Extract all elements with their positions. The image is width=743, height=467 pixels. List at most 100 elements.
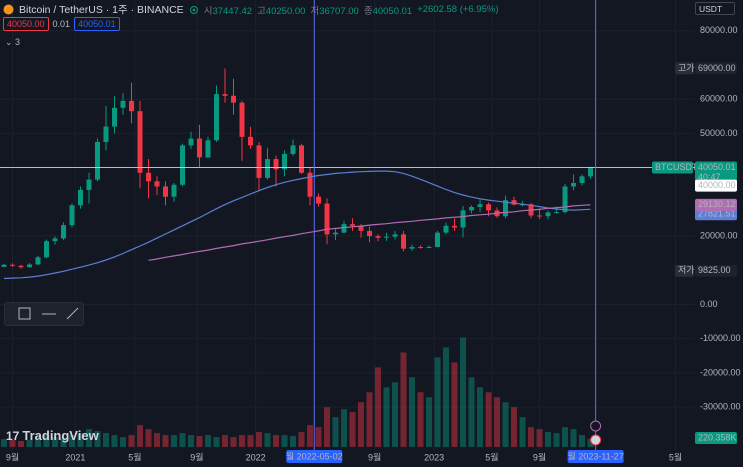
candle-body bbox=[477, 204, 483, 207]
candle-body bbox=[26, 264, 32, 268]
volume-bar bbox=[366, 392, 373, 447]
candle-body bbox=[222, 94, 228, 96]
candle-body bbox=[1, 264, 7, 267]
candle-body bbox=[180, 145, 186, 185]
volume-bar bbox=[383, 387, 390, 447]
candle-body bbox=[129, 100, 135, 112]
ohlc-item: 저36707.00 bbox=[310, 3, 358, 17]
volume-bar bbox=[434, 357, 441, 447]
volume-bar bbox=[77, 433, 84, 447]
moving-average bbox=[3, 170, 591, 280]
candle-body bbox=[469, 206, 475, 211]
flag-icon bbox=[590, 434, 602, 446]
volume-bar bbox=[409, 377, 416, 447]
candle-body bbox=[171, 184, 177, 197]
ohlc-item: 종40050.01 bbox=[364, 3, 412, 17]
candle-body bbox=[571, 183, 577, 187]
candle-body bbox=[316, 196, 322, 204]
volume-bar bbox=[26, 440, 33, 447]
candle-body bbox=[35, 257, 41, 265]
ohlc-key: 종 bbox=[363, 5, 373, 17]
x-tick-label: 5월 bbox=[128, 451, 141, 462]
volume-label-box bbox=[695, 432, 737, 445]
price-label-box bbox=[695, 161, 737, 184]
volume-bar bbox=[120, 437, 127, 447]
candle-body bbox=[282, 153, 288, 170]
volume-bar bbox=[111, 435, 118, 447]
marker-name-box bbox=[675, 62, 694, 75]
candle-body bbox=[333, 232, 339, 235]
eye-icon[interactable] bbox=[189, 5, 199, 15]
candle-body bbox=[503, 200, 509, 217]
rect-tool[interactable] bbox=[18, 307, 31, 320]
crosshair-label-box bbox=[286, 450, 343, 463]
candle-body bbox=[86, 179, 92, 190]
price-symbol-box bbox=[652, 161, 693, 174]
volume-bar bbox=[205, 435, 212, 447]
y-tick-label: -20000.00 bbox=[700, 367, 741, 377]
marker-name: 저가 bbox=[678, 265, 695, 275]
ohlc: 시37447.42 고40250.00 저36707.00 종40050.01 bbox=[204, 3, 413, 17]
toolbar-icons bbox=[18, 307, 79, 320]
volume-bar bbox=[281, 435, 288, 447]
candle-body bbox=[163, 186, 169, 197]
volume-bar bbox=[0, 439, 7, 447]
candle-body bbox=[545, 212, 551, 217]
logo: 17 TradingView bbox=[6, 428, 99, 443]
candle-body bbox=[265, 159, 271, 178]
moving-average bbox=[148, 204, 591, 261]
candle-body bbox=[375, 236, 381, 238]
candle-body bbox=[256, 145, 262, 178]
y-tick-label: -30000.00 bbox=[700, 401, 741, 411]
level-label: 40000.00 bbox=[698, 180, 736, 190]
pen-tool[interactable] bbox=[66, 307, 79, 320]
spread: 0.01 bbox=[52, 19, 71, 29]
symbol-title[interactable]: Bitcoin / TetherUS · 1주 · BINANCE bbox=[19, 4, 184, 16]
volume-bar bbox=[485, 392, 492, 447]
volume-bar bbox=[460, 337, 467, 447]
ohlc-value: 37447.42 bbox=[212, 5, 253, 17]
candle-body bbox=[205, 140, 211, 158]
y-tick-label: 20000.00 bbox=[700, 230, 738, 240]
candle-body bbox=[409, 247, 415, 249]
crosshair-label-box bbox=[567, 450, 624, 463]
volume-bar bbox=[230, 437, 237, 447]
volume-bar bbox=[443, 347, 450, 447]
candle-body bbox=[392, 234, 398, 237]
buy-button[interactable]: 40050.01 bbox=[74, 17, 120, 31]
candle-body bbox=[443, 225, 449, 233]
indicators-toggle[interactable]: ⌄ 3 bbox=[5, 37, 21, 47]
event-icon bbox=[590, 420, 602, 432]
crosshair-label: 월 2023-11-27 bbox=[568, 450, 624, 461]
candle-body bbox=[452, 225, 458, 228]
candle-body bbox=[460, 210, 466, 228]
x-tick-label: 9월 bbox=[368, 451, 381, 462]
y-tick-label: 0.00 bbox=[700, 299, 718, 309]
x-tick-label: 5월 bbox=[669, 451, 682, 462]
candle-body bbox=[273, 159, 279, 170]
currency-select[interactable]: USDT bbox=[695, 2, 735, 15]
volume-bar bbox=[247, 435, 254, 447]
ohlc-value: 36707.00 bbox=[319, 5, 359, 17]
ohlc-item: 시37447.42 bbox=[204, 3, 252, 17]
volume-bar bbox=[307, 425, 314, 447]
volume-bar bbox=[213, 437, 220, 447]
volume-bar bbox=[34, 437, 41, 447]
volume-bar bbox=[60, 438, 67, 447]
candle-body bbox=[418, 247, 424, 248]
candle-body bbox=[588, 167, 594, 177]
x-tick-label: 9월 bbox=[6, 451, 19, 462]
ohlc-value: 40050.01 bbox=[372, 5, 413, 17]
volume-bar bbox=[196, 436, 203, 447]
volume-bar bbox=[315, 427, 322, 447]
candle-body bbox=[358, 225, 364, 231]
volume-bar bbox=[587, 439, 594, 447]
volume-bar bbox=[528, 427, 535, 447]
volume-bar bbox=[519, 417, 526, 447]
x-tick-label: 5월 bbox=[485, 451, 498, 462]
sell-button[interactable]: 40050.00 bbox=[3, 17, 49, 31]
candle-body bbox=[511, 200, 517, 205]
x-tick-label: 2022 bbox=[246, 452, 266, 462]
logo-text: TradingView bbox=[22, 428, 99, 443]
candle-body bbox=[537, 215, 543, 217]
